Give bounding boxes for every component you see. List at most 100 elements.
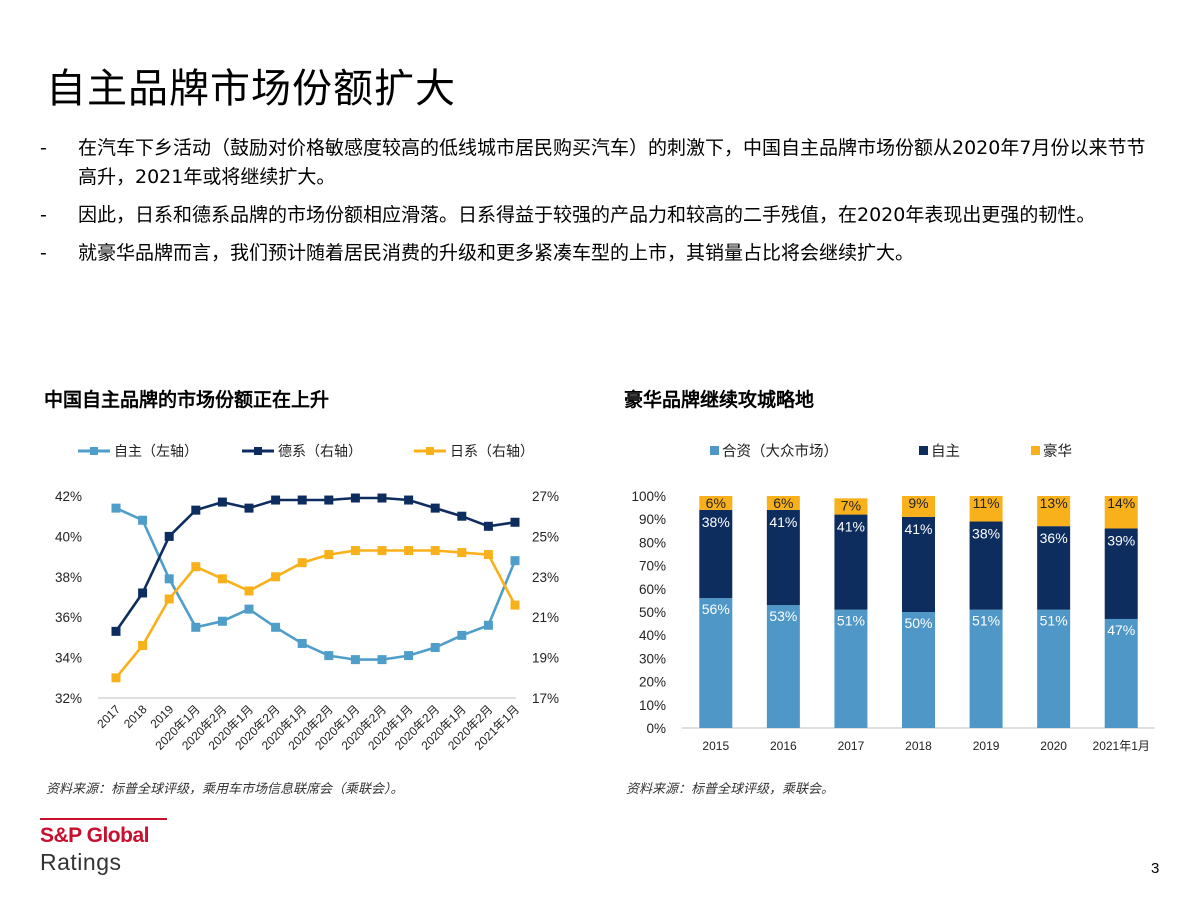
data-point	[430, 643, 440, 652]
x-tick-label: 2020	[1040, 739, 1067, 753]
data-point	[457, 548, 467, 558]
y-tick-label-right: 19%	[532, 651, 559, 666]
logo-main-text: S&P Global	[40, 824, 149, 847]
bar-segment	[699, 598, 733, 728]
data-point	[164, 594, 174, 604]
data-point	[350, 493, 360, 503]
data-label: 9%	[908, 495, 928, 511]
legend-marker	[426, 447, 434, 455]
page-number: 3	[1151, 860, 1160, 877]
data-point	[510, 600, 520, 610]
data-point	[297, 495, 307, 505]
logo-bar	[40, 818, 167, 820]
y-tick-label: 10%	[639, 698, 666, 713]
y-tick-label-right: 25%	[532, 529, 559, 544]
data-point	[510, 517, 520, 527]
data-label: 51%	[1040, 613, 1068, 629]
line-chart-source: 资料来源：标普全球评级，乘用车市场信息联席会（乘联会）。	[46, 782, 404, 797]
data-point	[297, 558, 307, 568]
bullet-item: - 在汽车下乡活动（鼓励对价格敏感度较高的低线城市居民购买汽车）的刺激下，中国自主…	[40, 134, 1150, 192]
legend-label: 日系（右轴）	[450, 443, 534, 459]
data-label: 53%	[769, 608, 797, 624]
y-tick-label-right: 21%	[532, 610, 559, 625]
data-point	[217, 497, 227, 507]
data-point	[138, 515, 148, 525]
data-label: 56%	[702, 601, 730, 617]
bar-segment	[834, 609, 868, 728]
y-tick-label: 90%	[639, 512, 666, 527]
logo-sub-text: Ratings	[40, 849, 122, 875]
data-point	[138, 640, 148, 650]
data-point	[191, 622, 201, 632]
data-point	[271, 622, 281, 632]
y-tick-label-left: 42%	[55, 489, 82, 504]
data-point	[404, 651, 414, 661]
data-label: 41%	[769, 514, 797, 530]
data-label: 38%	[702, 514, 730, 530]
y-tick-label: 100%	[631, 489, 666, 504]
data-point	[324, 550, 334, 560]
bar-segment	[969, 609, 1003, 728]
bullet-text: 就豪华品牌而言，我们预计随着居民消费的升级和更多紧凑车型的上市，其销量占比将会继…	[78, 242, 915, 264]
data-point	[244, 604, 254, 614]
y-tick-label-left: 36%	[55, 610, 82, 625]
data-label: 6%	[706, 495, 726, 511]
y-tick-label: 30%	[639, 651, 666, 666]
data-label: 50%	[904, 615, 932, 631]
data-point	[483, 521, 493, 531]
bar-segment	[766, 496, 800, 510]
data-point	[138, 588, 148, 598]
y-tick-label-left: 38%	[55, 570, 82, 585]
y-tick-label-right: 17%	[532, 691, 559, 706]
data-label: 11%	[973, 495, 1000, 511]
data-point	[164, 531, 174, 541]
bar-segment	[1037, 496, 1071, 527]
x-tick-label: 2017	[838, 739, 865, 753]
legend-label: 豪华	[1043, 443, 1072, 460]
bar-chart-title: 豪华品牌继续攻城略地	[624, 389, 815, 411]
bar-segment	[902, 516, 935, 612]
bar-segment	[766, 509, 800, 606]
data-label: 39%	[1107, 532, 1135, 548]
data-point	[297, 638, 307, 648]
bullet-list: - 在汽车下乡活动（鼓励对价格敏感度较高的低线城市居民购买汽车）的刺激下，中国自主…	[40, 134, 1150, 277]
y-tick-label: 50%	[639, 605, 666, 620]
bar-segment	[969, 521, 1003, 610]
x-tick-label: 2021年1月	[1093, 739, 1150, 753]
bar-segment	[699, 509, 733, 599]
legend-marker	[1031, 446, 1040, 455]
data-point	[111, 503, 121, 513]
data-point	[111, 673, 121, 683]
data-label: 41%	[904, 521, 932, 537]
data-label: 13%	[1040, 495, 1068, 511]
data-point	[111, 626, 121, 636]
y-tick-label: 0%	[646, 721, 666, 736]
data-point	[377, 546, 387, 556]
sp-global-ratings-logo: S&P Global Ratings	[40, 818, 167, 876]
bar-segment	[1104, 496, 1138, 529]
y-tick-label-left: 40%	[55, 529, 82, 544]
bar-segment	[834, 514, 868, 610]
series-line	[115, 506, 517, 661]
line-chart-title: 中国自主品牌的市场份额正在上升	[44, 389, 330, 411]
data-label: 41%	[837, 519, 865, 535]
x-tick-label: 2017	[94, 702, 123, 731]
data-point	[404, 546, 414, 556]
data-point	[271, 572, 281, 582]
data-label: 38%	[972, 526, 1000, 542]
bullet-item: - 就豪华品牌而言，我们预计随着居民消费的升级和更多紧凑车型的上市，其销量占比将会…	[40, 239, 1150, 268]
bar-segment	[834, 498, 868, 515]
data-point	[244, 503, 254, 513]
data-label: 51%	[972, 613, 1000, 629]
bar-segment	[766, 605, 800, 728]
data-point	[244, 586, 254, 596]
bar-segment	[969, 496, 1003, 522]
bar-segment	[1037, 526, 1071, 610]
data-label: 36%	[1040, 530, 1068, 546]
bar-segment	[902, 612, 935, 728]
bar-segment	[902, 496, 935, 517]
x-tick-label: 2018	[905, 739, 932, 753]
data-point	[377, 493, 387, 503]
data-point	[457, 630, 467, 640]
data-point	[483, 620, 493, 630]
